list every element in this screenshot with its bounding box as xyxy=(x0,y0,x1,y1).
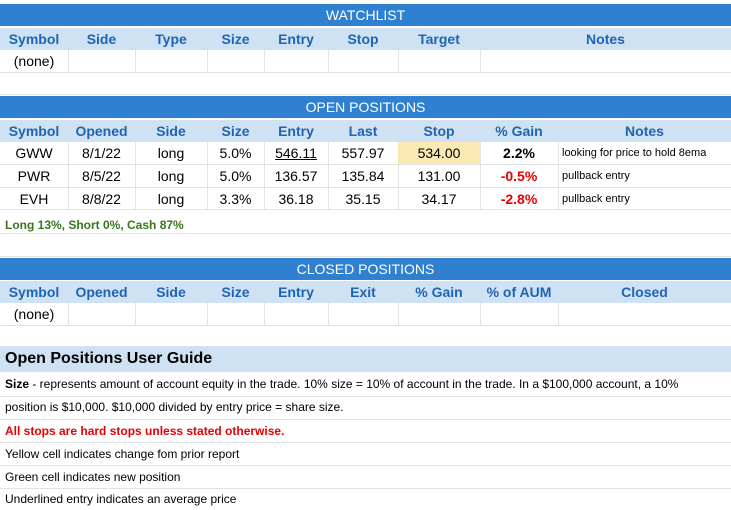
position-notes: pullback entry xyxy=(562,193,630,205)
position-side: long xyxy=(157,168,185,184)
position-symbol: PWR xyxy=(17,168,51,184)
position-last: 135.84 xyxy=(341,168,385,184)
position-gain: -0.5% xyxy=(500,168,538,184)
position-opened: 8/5/22 xyxy=(82,168,121,184)
position-side: long xyxy=(157,145,185,161)
watchlist-col-size[interactable]: Size xyxy=(221,31,250,47)
closed-empty-text: (none) xyxy=(13,306,55,322)
position-last: 557.97 xyxy=(341,145,385,161)
user-guide-title-text: Open Positions User Guide xyxy=(5,350,213,367)
open-positions-title: OPEN POSITIONS xyxy=(0,96,731,118)
position-gain: 2.2% xyxy=(503,145,535,161)
open-col-last[interactable]: Last xyxy=(348,123,378,139)
position-entry: 136.57 xyxy=(274,168,318,184)
position-notes: pullback entry xyxy=(562,170,630,182)
closed-col-exit[interactable]: Exit xyxy=(350,284,376,300)
position-entry-average: 546.11 xyxy=(275,145,317,161)
watchlist-col-entry[interactable]: Entry xyxy=(278,31,314,47)
position-last: 35.15 xyxy=(345,191,381,207)
open-col-notes[interactable]: Notes xyxy=(625,123,664,139)
user-guide-title: Open Positions User Guide xyxy=(0,346,731,372)
watchlist-header-row: Symbol Side Type Size Entry Stop Target … xyxy=(0,28,731,50)
position-opened: 8/1/22 xyxy=(82,145,121,161)
position-symbol: EVH xyxy=(19,191,49,207)
closed-col-size[interactable]: Size xyxy=(221,284,250,300)
table-row[interactable]: PWR 8/5/22 long 5.0% 136.57 135.84 131.0… xyxy=(0,165,731,187)
watchlist-empty-row[interactable]: (none) xyxy=(0,50,731,72)
watchlist-col-side[interactable]: Side xyxy=(86,31,117,47)
position-size: 3.3% xyxy=(219,191,252,207)
closed-empty-row[interactable]: (none) xyxy=(0,303,731,325)
table-row[interactable]: GWW 8/1/22 long 5.0% 546.11 557.97 534.0… xyxy=(0,142,731,164)
guide-yellow-note: Yellow cell indicates change fom prior r… xyxy=(5,447,240,461)
open-col-size[interactable]: Size xyxy=(221,123,250,139)
guide-green-note: Green cell indicates new position xyxy=(5,470,181,484)
position-side: long xyxy=(157,191,185,207)
watchlist-col-type[interactable]: Type xyxy=(155,31,187,47)
watchlist-title: WATCHLIST xyxy=(0,4,731,26)
position-gain: -2.8% xyxy=(500,191,538,207)
watchlist-col-notes[interactable]: Notes xyxy=(586,31,625,47)
closed-positions-header-row: Symbol Opened Side Size Entry Exit % Gai… xyxy=(0,281,731,303)
watchlist-col-target[interactable]: Target xyxy=(418,31,460,47)
position-size: 5.0% xyxy=(219,168,252,184)
guide-stops-note: All stops are hard stops unless stated o… xyxy=(5,424,285,438)
guide-size-label: Size xyxy=(5,377,30,391)
position-symbol: GWW xyxy=(15,145,53,161)
watchlist-col-symbol[interactable]: Symbol xyxy=(8,31,60,47)
position-notes: looking for price to hold 8ema xyxy=(562,147,707,159)
watchlist-col-stop[interactable]: Stop xyxy=(347,31,379,47)
open-col-side[interactable]: Side xyxy=(156,123,186,139)
guide-underline-note: Underlined entry indicates an average pr… xyxy=(5,492,237,506)
open-col-stop[interactable]: Stop xyxy=(423,123,455,139)
closed-positions-title: CLOSED POSITIONS xyxy=(0,258,731,280)
guide-size-line-2: position is $10,000. $10,000 divided by … xyxy=(5,400,344,414)
closed-col-opened[interactable]: Opened xyxy=(75,284,128,300)
closed-col-aum[interactable]: % of AUM xyxy=(486,284,552,300)
open-positions-header-row: Symbol Opened Side Size Entry Last Stop … xyxy=(0,120,731,142)
position-size: 5.0% xyxy=(219,145,252,161)
watchlist-empty-text: (none) xyxy=(13,53,55,69)
open-col-gain[interactable]: % Gain xyxy=(495,123,543,139)
guide-size-line: Size - represents amount of account equi… xyxy=(5,373,731,395)
position-opened: 8/8/22 xyxy=(82,191,121,207)
open-col-symbol[interactable]: Symbol xyxy=(8,123,60,139)
table-row[interactable]: EVH 8/8/22 long 3.3% 36.18 35.15 34.17 -… xyxy=(0,188,731,210)
open-col-opened[interactable]: Opened xyxy=(75,123,128,139)
position-stop: 131.00 xyxy=(417,168,461,184)
closed-col-gain[interactable]: % Gain xyxy=(415,284,463,300)
closed-col-entry[interactable]: Entry xyxy=(278,284,314,300)
position-stop: 34.17 xyxy=(421,191,457,207)
closed-col-closed[interactable]: Closed xyxy=(621,284,668,300)
closed-col-symbol[interactable]: Symbol xyxy=(8,284,60,300)
position-entry: 36.18 xyxy=(278,191,314,207)
closed-col-side[interactable]: Side xyxy=(156,284,186,300)
open-col-entry[interactable]: Entry xyxy=(278,123,314,139)
position-stop-changed: 534.00 xyxy=(398,142,480,164)
allocation-summary: Long 13%, Short 0%, Cash 87% xyxy=(5,218,184,232)
guide-size-text: - represents amount of account equity in… xyxy=(29,377,679,391)
